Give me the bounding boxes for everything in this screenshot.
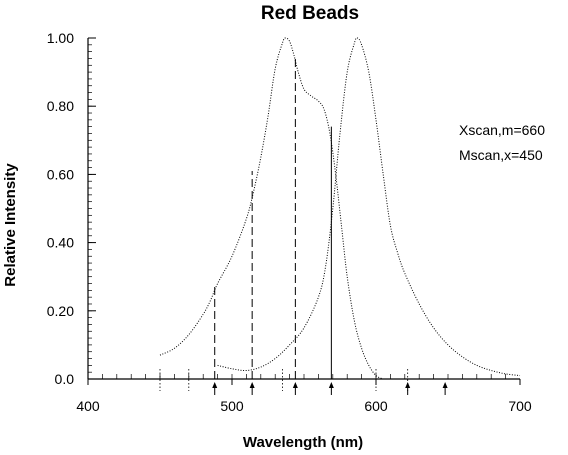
- y-tick-label: 1.00: [47, 30, 74, 46]
- y-tick-label: 0.0: [55, 371, 75, 387]
- x-tick-label: 500: [220, 398, 244, 414]
- plot-area: 0.0 0.20 0.40 0.60 0.80 1.00 400 500 600 700: [47, 30, 532, 414]
- y-tick-label: 0.60: [47, 166, 74, 182]
- series-group: [159, 37, 521, 380]
- annotation-xscan: Xscan,m=660: [459, 122, 545, 138]
- x-tick-label: 400: [76, 398, 100, 414]
- y-axis-label: Relative Intensity: [2, 163, 19, 287]
- arrow-head: [249, 382, 255, 388]
- x-tick-label: 600: [364, 398, 388, 414]
- arrow-head: [292, 382, 298, 388]
- arrow-head: [405, 382, 411, 388]
- chart-title: Red Beads: [261, 3, 359, 24]
- marker-lines: [214, 58, 332, 379]
- series-2-line: [217, 37, 521, 377]
- arrow-markers: [212, 382, 448, 395]
- arrow-head: [442, 382, 448, 388]
- y-tick-label: 0.80: [47, 98, 74, 114]
- x-tick-label: 700: [508, 398, 532, 414]
- y-tick-label: 0.20: [47, 303, 74, 319]
- series-1-line: [159, 37, 384, 380]
- arrow-head: [328, 382, 334, 388]
- x-axis-label: Wavelength (nm): [243, 434, 363, 451]
- baseline-ticks: [159, 369, 409, 391]
- y-ticks: 0.0 0.20 0.40 0.60 0.80 1.00: [47, 30, 96, 387]
- arrow-head: [212, 382, 218, 388]
- y-tick-label: 0.40: [47, 235, 74, 251]
- x-ticks: 400 500 600 700: [76, 379, 532, 414]
- minor-ticks: [88, 44, 506, 379]
- annotation-mscan: Mscan,x=450: [459, 147, 543, 163]
